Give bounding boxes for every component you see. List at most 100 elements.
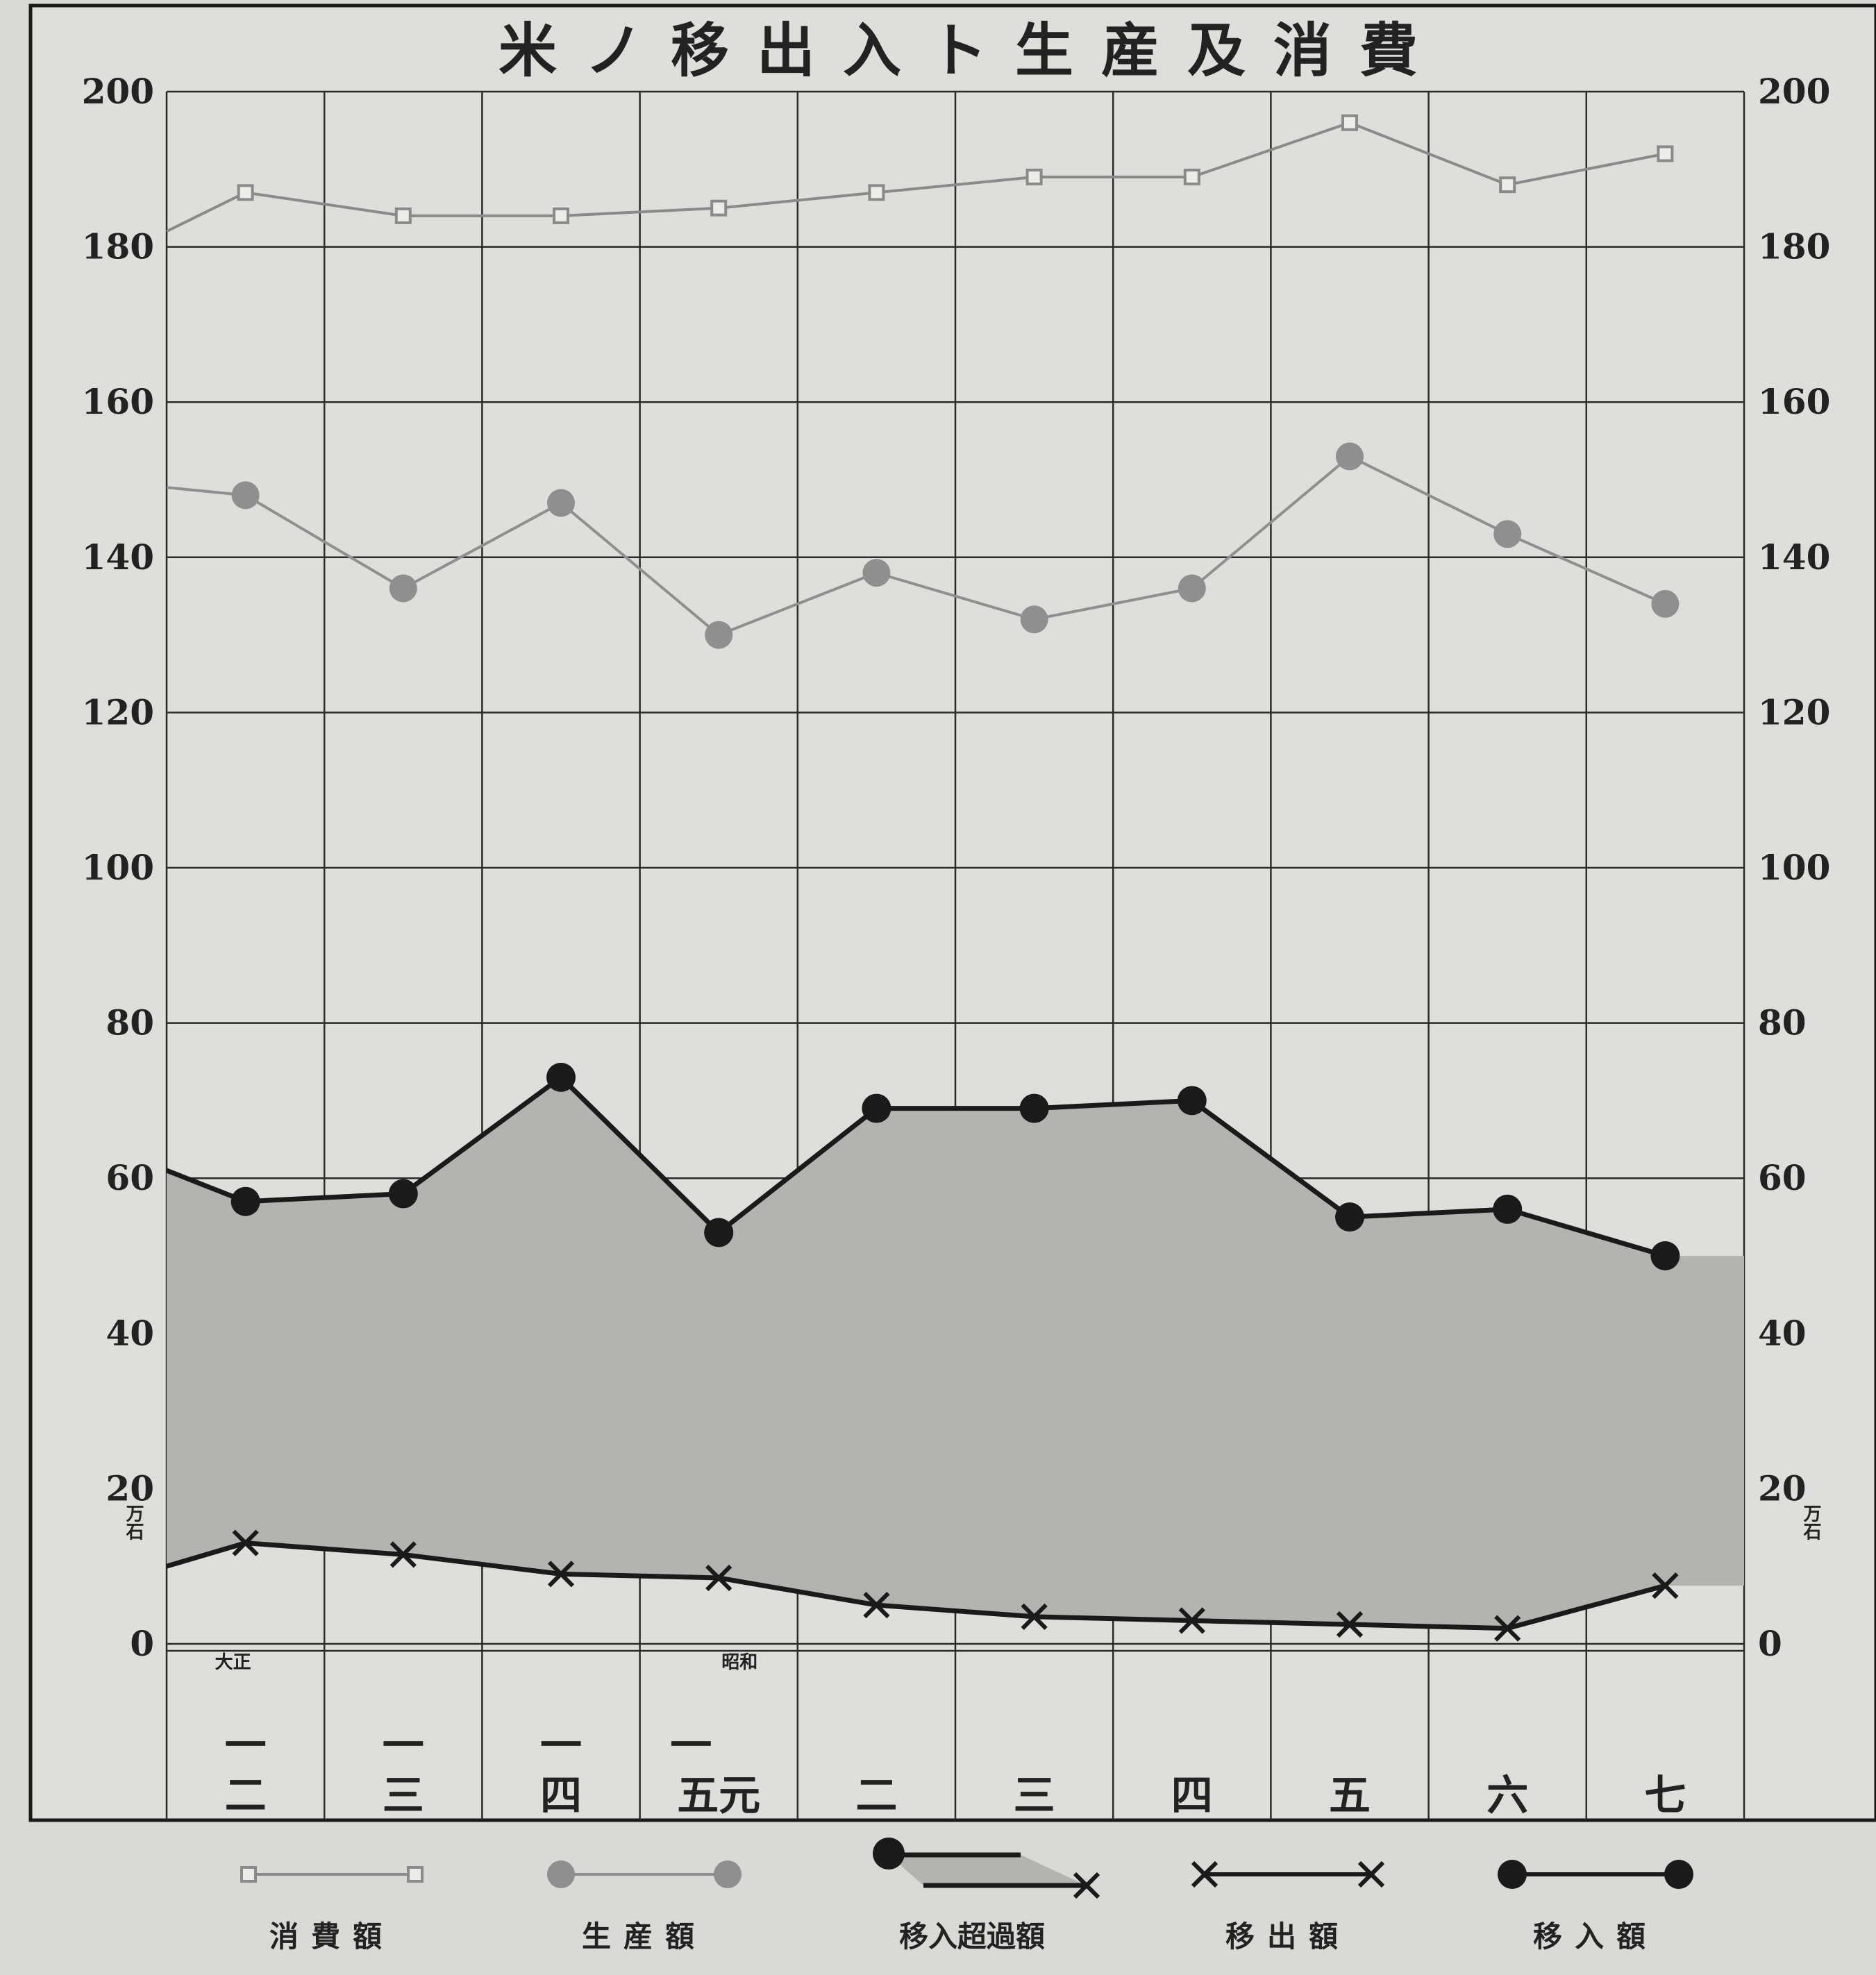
y-tick-right: 40 — [1758, 1313, 1807, 1354]
x-label-line: 四 — [540, 1772, 582, 1820]
marker-circle-black — [546, 1062, 576, 1092]
marker-x-stroke — [1073, 1872, 1100, 1899]
marker-circle-black — [704, 1218, 734, 1247]
marker-x-stroke — [1652, 1572, 1679, 1599]
y-tick-left: 40 — [106, 1313, 154, 1354]
marker-x-stroke — [1021, 1603, 1048, 1630]
marker-square — [1499, 176, 1516, 194]
marker-x — [390, 1541, 417, 1568]
marker-circle-grey — [389, 574, 417, 603]
marker-x — [1336, 1611, 1364, 1638]
marker-x — [705, 1564, 732, 1592]
marker-x — [1652, 1572, 1679, 1599]
x-label-line: 四 — [1171, 1772, 1213, 1820]
y-tick-left: 120 — [82, 691, 154, 732]
marker-x-stroke — [1357, 1860, 1385, 1888]
x-label-line: 一 — [383, 1722, 424, 1770]
marker-x-stroke — [705, 1564, 732, 1592]
axis-labels: 0 0 20 20 40 40 60 60 80 80 100 100 120 120 140 140 160 1… — [82, 71, 1831, 1664]
marker-x — [232, 1529, 259, 1556]
marker-x — [1191, 1860, 1218, 1888]
y-tick-left: 140 — [82, 537, 154, 578]
marker-x — [863, 1591, 890, 1619]
y-tick-right: 20 — [1758, 1468, 1807, 1508]
y-tick-right: 200 — [1758, 71, 1830, 112]
x-label-line: 一 — [225, 1722, 267, 1770]
marker-x — [1021, 1603, 1048, 1630]
y-tick-right: 140 — [1758, 537, 1830, 578]
x-label-line: 五元 — [677, 1772, 760, 1820]
marker-circle-grey — [547, 1860, 575, 1888]
series-circle-black — [165, 1062, 1680, 1270]
marker-x-stroke — [1191, 1860, 1218, 1888]
x-label-line: 五 — [1329, 1772, 1371, 1820]
legend-excess-swatch — [889, 1855, 1087, 1885]
marker-square — [1657, 145, 1674, 162]
marker-circle-black — [231, 1186, 260, 1216]
marker-square — [394, 207, 412, 224]
y-tick-right: 180 — [1758, 226, 1830, 267]
legend-item: 消費額 — [240, 1866, 424, 1953]
marker-circle-grey — [1178, 574, 1206, 603]
y-tick-right: 60 — [1758, 1157, 1807, 1198]
legend-label: 移出額 — [1225, 1919, 1350, 1953]
unit-label-right: 万石 — [1800, 1504, 1822, 1540]
marker-x-stroke — [1336, 1611, 1364, 1638]
marker-square — [237, 184, 254, 201]
era-label: 大正 — [215, 1652, 251, 1673]
marker-x — [547, 1561, 575, 1588]
legend-item: 移入超過額 — [873, 1838, 1100, 1953]
marker-x-stroke — [390, 1541, 417, 1568]
x-label-line: 六 — [1486, 1772, 1528, 1820]
marker-x-stroke — [547, 1561, 575, 1588]
y-tick-left: 160 — [82, 381, 154, 422]
y-tick-left: 180 — [82, 226, 154, 267]
marker-circle-black — [1177, 1086, 1207, 1116]
marker-circle-black — [1019, 1093, 1049, 1123]
legend-label: 生産額 — [582, 1919, 707, 1953]
marker-square — [1341, 114, 1358, 131]
marker-circle-grey — [862, 559, 891, 587]
marker-circle-black — [1335, 1202, 1364, 1232]
legend-item: 生産額 — [547, 1860, 742, 1953]
legend-item: 移入額 — [1498, 1860, 1693, 1953]
y-tick-left: 60 — [106, 1157, 154, 1198]
x-label: 四 — [1171, 1772, 1213, 1820]
series-square — [166, 114, 1674, 233]
marker-circle-grey — [1020, 605, 1048, 634]
x-label-line: 二 — [225, 1772, 267, 1820]
y-tick-left: 0 — [130, 1623, 154, 1664]
y-tick-right: 100 — [1758, 847, 1830, 888]
x-label-line: 三 — [1014, 1772, 1055, 1820]
marker-square — [710, 199, 728, 217]
y-tick-right: 160 — [1758, 381, 1830, 422]
x-axis-labels: 大正 昭和一二一三一四一五元二三四五六七 — [215, 1652, 1686, 1820]
marker-square — [553, 207, 569, 224]
import-excess-area-shape — [167, 1077, 1744, 1629]
import-excess-area — [167, 1077, 1744, 1629]
marker-circle-grey — [547, 489, 575, 517]
marker-x-stroke — [1494, 1615, 1521, 1642]
marker-square — [1183, 168, 1200, 185]
marker-x-stroke — [1178, 1607, 1205, 1634]
marker-circle-grey — [1493, 520, 1522, 548]
marker-circle-black — [388, 1179, 418, 1209]
marker-circle-black — [862, 1093, 891, 1123]
x-label: 五 — [1329, 1772, 1371, 1820]
era-label: 昭和 — [721, 1652, 757, 1673]
x-label: 一四 — [540, 1722, 582, 1820]
legend-marker — [873, 1838, 905, 1869]
chart-title: 米ノ移出入ト生産及消費 — [499, 16, 1446, 85]
marker-circle-black — [1650, 1241, 1680, 1270]
marker-x — [1357, 1860, 1385, 1888]
marker-x — [1178, 1607, 1205, 1634]
series-lines — [165, 114, 1680, 1642]
marker-x — [1494, 1615, 1521, 1642]
marker-x — [1073, 1872, 1100, 1899]
y-tick-left: 200 — [82, 71, 154, 112]
unit-label-left: 万石 — [123, 1504, 144, 1540]
x-label: 六 — [1486, 1772, 1528, 1820]
marker-square — [240, 1866, 257, 1883]
x-label: 一三 — [383, 1722, 424, 1820]
